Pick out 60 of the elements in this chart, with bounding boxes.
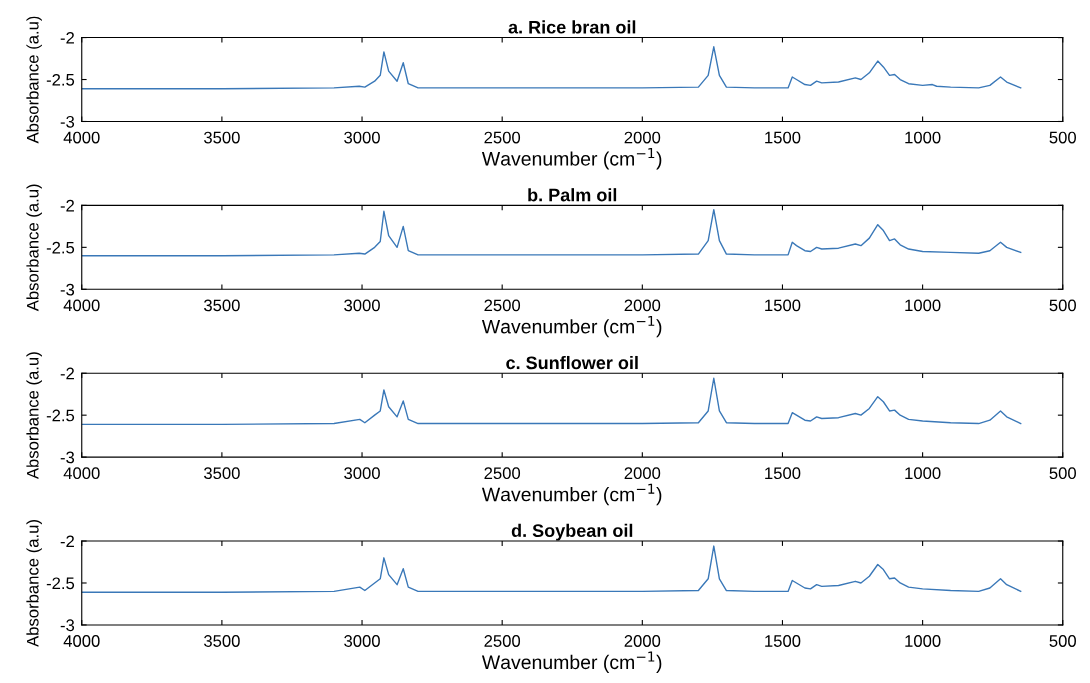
chart-title: c. Sunflower oil [506, 355, 638, 370]
y-tick-label: -2 [60, 199, 74, 212]
x-tick-label: 2500 [484, 299, 521, 312]
x-axis-title: Wavenumber (cm$^{−1}$) [481, 651, 662, 673]
line-series [81, 545, 1022, 593]
x-tick-label: 4000 [63, 299, 100, 312]
chart-title: d. Soybean oil [511, 523, 633, 541]
x-tick-label: 1000 [905, 299, 941, 312]
x-tick-label: 1000 [905, 467, 941, 480]
x-tick-label: 500 [1049, 635, 1076, 647]
y-axis-title: Absorbance (a.u) [26, 352, 42, 480]
line-series [81, 208, 1022, 257]
x-tick-label: 500 [1049, 299, 1076, 312]
y-tick-label: -2 [60, 31, 74, 44]
x-axis-title: Wavenumber (cm$^{−1}$) [481, 148, 662, 170]
x-tick-label: 2000 [624, 467, 661, 480]
line-series [81, 46, 1022, 90]
x-tick-label: 1500 [765, 635, 801, 647]
x-tick-label: 3500 [203, 131, 240, 144]
x-tick-label: 3500 [203, 299, 240, 312]
x-tick-label: 2500 [484, 635, 521, 647]
chart-title: b. Palm oil [528, 188, 617, 202]
x-axis-title: Wavenumber (cm$^{−1}$) [481, 483, 662, 506]
x-tick-label: 4000 [63, 635, 100, 647]
x-tick-label: 1500 [765, 131, 801, 144]
y-axis-title: Absorbance (a.u) [26, 184, 42, 312]
x-tick-label: 3500 [203, 635, 240, 647]
x-tick-label: 4000 [63, 131, 100, 144]
x-tick-label: 2500 [484, 131, 521, 144]
x-tick-label: 3500 [203, 467, 240, 480]
x-tick-label: 500 [1049, 131, 1076, 144]
y-tick-label: -3 [60, 283, 75, 296]
y-tick-label: -2 [60, 367, 74, 380]
y-tick-label: -2.5 [46, 241, 75, 254]
x-tick-label: 2000 [624, 635, 661, 647]
chart-title: a. Rice bran oil [508, 20, 636, 34]
y-tick-label: -3 [60, 451, 75, 464]
x-tick-label: 500 [1049, 467, 1076, 480]
y-tick-label: -3 [60, 115, 75, 128]
x-tick-label: 3000 [344, 131, 380, 144]
x-tick-label: 2000 [624, 131, 661, 144]
x-tick-label: 1000 [905, 131, 941, 144]
x-tick-label: 4000 [63, 467, 100, 480]
x-tick-label: 1500 [765, 467, 801, 480]
y-tick-label: -2.5 [46, 409, 75, 422]
x-tick-label: 1500 [765, 299, 801, 312]
y-tick-label: -3 [60, 619, 75, 632]
y-tick-label: -2.5 [46, 73, 75, 86]
y-axis-title: Absorbance (a.u) [26, 16, 42, 144]
x-tick-label: 1000 [905, 635, 941, 647]
y-tick-label: -2.5 [46, 577, 75, 590]
x-tick-label: 2000 [624, 299, 661, 312]
line-series [81, 377, 1022, 426]
y-axis-title: Absorbance (a.u) [26, 520, 42, 647]
x-tick-label: 3000 [344, 299, 380, 312]
x-axis-title: Wavenumber (cm$^{−1}$) [481, 315, 662, 338]
x-tick-label: 2500 [484, 467, 521, 480]
x-tick-label: 3000 [344, 467, 380, 480]
y-tick-label: -2 [60, 535, 74, 548]
x-tick-label: 3000 [344, 635, 380, 647]
